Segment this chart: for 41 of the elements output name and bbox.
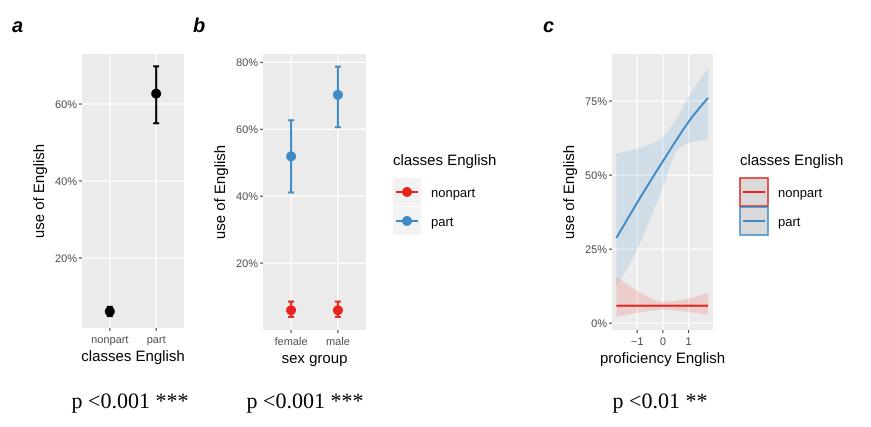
point [332,305,343,316]
chart-title: c [543,15,554,37]
text: p <0.001 *** [246,388,364,413]
y-tick-label: 40% [54,176,78,188]
y-tick-label: 25% [584,244,608,256]
chart-title: b [193,15,206,37]
point [332,90,343,100]
x-axis-title: proficiency English [600,350,726,367]
legend-label: nonpart [431,185,476,200]
legend-label: part [431,214,454,229]
x-tick-label: 1 [686,336,692,348]
x-axis-title: classes English [81,348,185,365]
chart-title: a [12,15,24,37]
y-tick-label: 40% [236,191,258,204]
y-tick-label: 20% [54,252,78,265]
x-tick-label: female [274,336,308,348]
x-tick-label: 0 [660,336,666,348]
y-tick-label: 80% [236,57,258,70]
line-series [615,96,710,239]
y-tick-label: 50% [584,170,608,182]
text: p <0.01 ** [612,388,708,413]
x-axis-title: sex group [282,350,348,367]
y-axis-title: use of English [212,144,229,240]
y-tick-label: 0% [591,318,608,330]
point [286,151,296,162]
legend-title: classes English [393,152,496,169]
y-axis-title: use of English [31,144,48,238]
x-tick-label: nonpart [91,334,128,346]
text: p <0.001 *** [72,388,188,413]
x-tick-label: −1 [630,336,644,348]
x-tick-label: male [326,336,350,348]
legend-label: part [778,214,801,229]
y-axis-title: use of English [561,144,578,240]
point [286,305,296,316]
y-tick-label: 60% [236,124,258,136]
legend-label: nonpart [778,185,822,200]
y-tick-label: 20% [236,258,258,270]
y-tick-label: 75% [584,96,608,108]
legend-title: classes English [740,152,844,169]
y-tick-label: 60% [54,98,78,111]
x-tick-label: part [146,334,166,346]
